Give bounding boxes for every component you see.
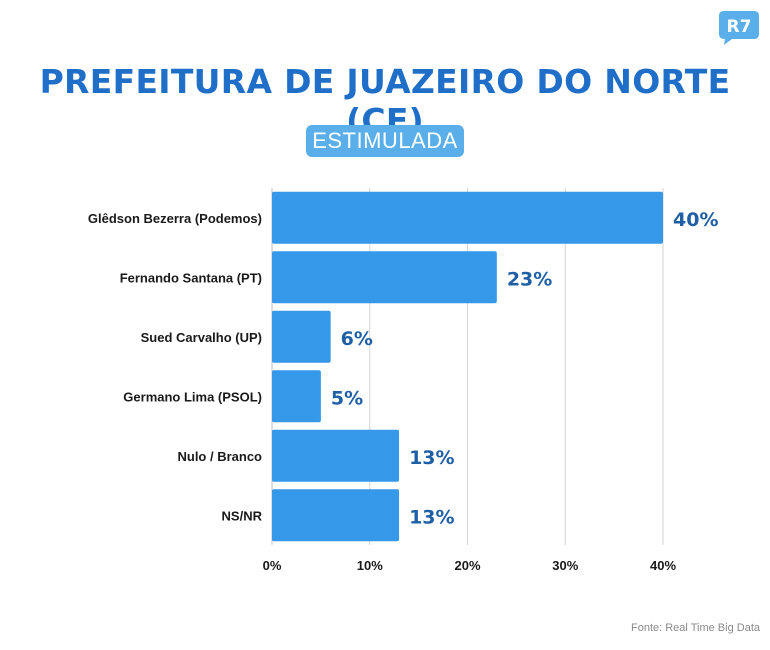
bar: [272, 370, 321, 423]
category-label: Germano Lima (PSOL): [123, 389, 262, 404]
bar: [272, 251, 497, 304]
bar: [272, 191, 663, 244]
category-label: Glêdson Bezerra (Podemos): [88, 211, 262, 226]
chart-title: PREFEITURA DE JUAZEIRO DO NORTE (CE): [39, 62, 731, 140]
value-label: 13%: [409, 447, 454, 469]
x-tick-label: 20%: [454, 558, 480, 573]
r7-logo: R7: [718, 10, 760, 46]
x-tick-label: 10%: [357, 558, 383, 573]
bar: [272, 310, 331, 363]
bar: [272, 429, 400, 482]
chart-subtitle-badge: ESTIMULADA: [306, 125, 464, 157]
value-label: 40%: [673, 209, 718, 231]
category-label: Nulo / Branco: [177, 449, 262, 464]
logo-bubble: [719, 11, 759, 45]
category-label: NS/NR: [222, 508, 263, 523]
value-label: 13%: [409, 506, 454, 528]
x-tick-label: 30%: [552, 558, 578, 573]
value-label: 23%: [507, 268, 552, 290]
category-label: Fernando Santana (PT): [120, 270, 262, 285]
category-label: Sued Carvalho (UP): [141, 330, 262, 345]
source-note: Fonte: Real Time Big Data: [630, 622, 760, 634]
bar: [272, 489, 400, 542]
value-label: 6%: [341, 328, 373, 350]
x-tick-label: 0%: [263, 558, 282, 573]
x-tick-label: 40%: [650, 558, 676, 573]
subtitle-container: ESTIMULADA: [0, 125, 770, 157]
logo-text: R7: [727, 17, 752, 37]
value-label: 5%: [331, 387, 363, 409]
